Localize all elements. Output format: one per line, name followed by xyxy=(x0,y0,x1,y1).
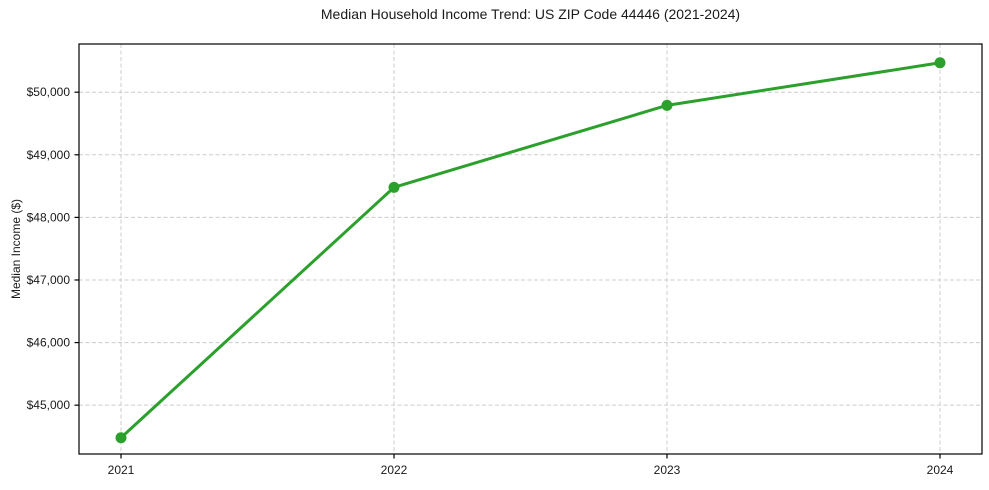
y-tick-label: $47,000 xyxy=(27,273,71,287)
axes-frame xyxy=(78,43,983,455)
data-point-2021 xyxy=(115,432,127,444)
y-tick-label: $49,000 xyxy=(27,148,71,162)
y-tick-label: $45,000 xyxy=(27,398,71,412)
trend-line xyxy=(119,61,942,440)
x-tick-label: 2021 xyxy=(108,463,135,477)
x-tick-label: 2022 xyxy=(381,463,408,477)
data-point-2024 xyxy=(934,57,946,69)
y-tick-label: $48,000 xyxy=(27,210,71,224)
y-tick-label: $50,000 xyxy=(27,85,71,99)
data-point-2022 xyxy=(388,181,400,193)
x-tick-label: 2024 xyxy=(927,463,954,477)
x-tick-label: 2023 xyxy=(654,463,681,477)
y-tick-label: $46,000 xyxy=(27,336,71,350)
data-point-2023 xyxy=(661,99,673,111)
chart-title: Median Household Income Trend: US ZIP Co… xyxy=(320,6,741,22)
